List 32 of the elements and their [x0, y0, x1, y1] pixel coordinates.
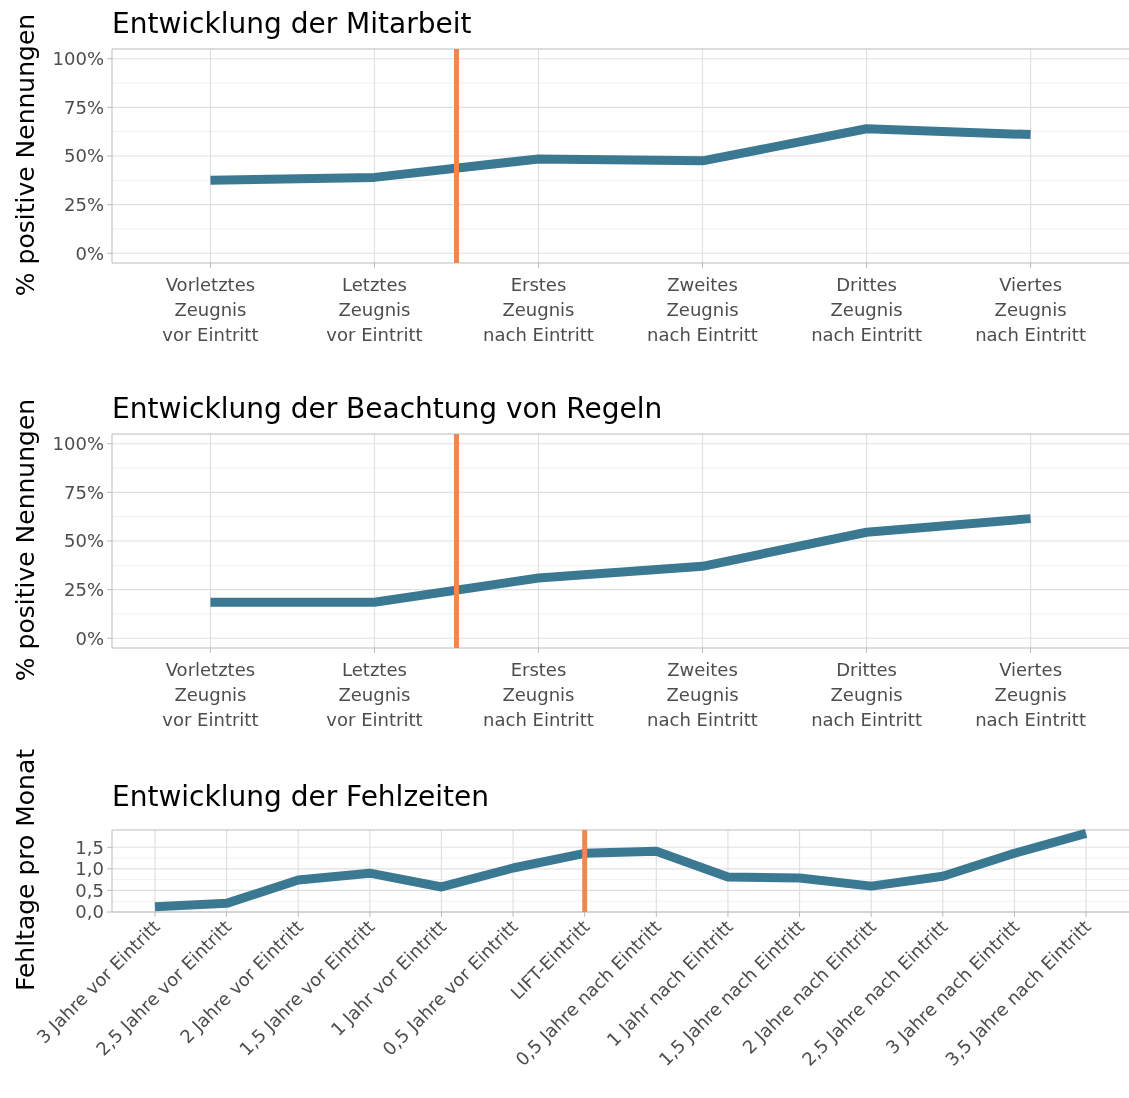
- x-tick-label: Vorletztes Zeugnis vor Eintritt: [162, 274, 259, 345]
- x-tick-label: Letztes Zeugnis vor Eintritt: [326, 274, 423, 345]
- y-tick-label: 0,0: [75, 901, 104, 923]
- x-tick-label: Drittes Zeugnis nach Eintritt: [811, 274, 922, 345]
- x-tick-label: Erstes Zeugnis nach Eintritt: [483, 274, 594, 345]
- y-tick-label: 1,0: [75, 858, 104, 880]
- y-tick-label: 0%: [75, 242, 104, 264]
- x-tick-label: Vorletztes Zeugnis vor Eintritt: [162, 659, 259, 730]
- y-tick-label: 25%: [63, 193, 104, 215]
- chart-title: Entwicklung der Beachtung von Regeln: [112, 392, 663, 425]
- x-tick-label: Erstes Zeugnis nach Eintritt: [483, 659, 594, 730]
- x-tick-label: Viertes Zeugnis nach Eintritt: [975, 659, 1086, 730]
- y-tick-label: 25%: [63, 578, 104, 600]
- x-tick-label: Drittes Zeugnis nach Eintritt: [811, 659, 922, 730]
- y-tick-label: 0%: [75, 627, 104, 649]
- y-tick-label: 75%: [63, 96, 104, 118]
- y-axis-title: Fehltage pro Monat: [11, 748, 40, 992]
- y-tick-label: 1,5: [75, 836, 104, 858]
- y-tick-label: 50%: [63, 145, 104, 167]
- y-tick-label: 0,5: [75, 879, 104, 901]
- y-tick-label: 50%: [63, 530, 104, 552]
- y-tick-label: 100%: [52, 48, 104, 70]
- y-tick-label: 75%: [63, 481, 104, 503]
- chart-title: Entwicklung der Mitarbeit: [112, 7, 472, 40]
- y-axis-title: % positive Nennungen: [11, 13, 40, 297]
- y-axis-title: % positive Nennungen: [11, 398, 40, 682]
- x-tick-label: Zweites Zeugnis nach Eintritt: [647, 659, 758, 730]
- x-tick-label: Viertes Zeugnis nach Eintritt: [975, 274, 1086, 345]
- y-tick-label: 100%: [52, 433, 104, 455]
- chart-title: Entwicklung der Fehlzeiten: [112, 780, 490, 813]
- x-tick-label: Zweites Zeugnis nach Eintritt: [647, 274, 758, 345]
- x-tick-label: Letztes Zeugnis vor Eintritt: [326, 659, 423, 730]
